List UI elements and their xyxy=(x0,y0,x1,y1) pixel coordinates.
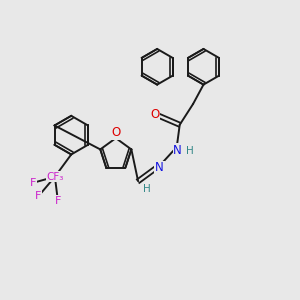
Text: N: N xyxy=(155,161,164,174)
Text: H: H xyxy=(142,184,150,194)
Text: H: H xyxy=(186,146,194,156)
Text: CF₃: CF₃ xyxy=(46,172,64,182)
Text: F: F xyxy=(30,178,37,188)
Text: F: F xyxy=(55,196,61,206)
Text: O: O xyxy=(150,108,160,121)
Text: N: N xyxy=(173,144,182,157)
Text: F: F xyxy=(35,191,42,201)
Text: O: O xyxy=(112,126,121,139)
